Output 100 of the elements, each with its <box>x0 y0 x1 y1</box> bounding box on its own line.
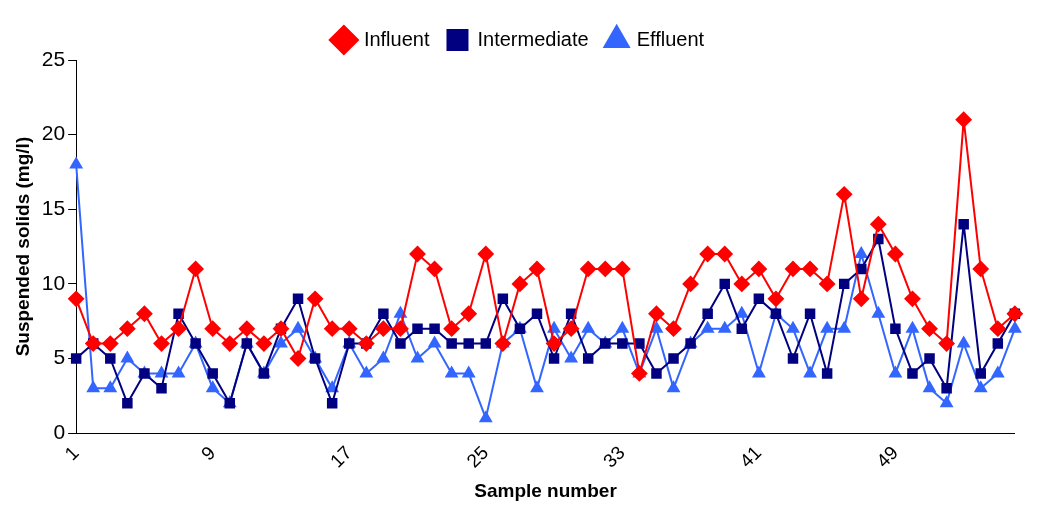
point <box>207 368 218 379</box>
point <box>820 321 834 333</box>
point <box>102 335 119 352</box>
point <box>170 320 187 337</box>
point <box>187 260 204 277</box>
point <box>802 260 819 277</box>
point <box>651 368 662 379</box>
point <box>667 381 680 393</box>
point <box>581 321 595 333</box>
point <box>616 321 629 333</box>
point <box>528 260 545 277</box>
point <box>853 290 870 307</box>
point <box>563 320 580 337</box>
point <box>136 305 153 322</box>
point <box>921 320 938 337</box>
point <box>531 308 543 319</box>
point <box>631 365 648 382</box>
point <box>634 338 645 349</box>
point <box>735 306 748 318</box>
point <box>890 323 901 334</box>
point <box>307 290 324 307</box>
point <box>955 111 972 128</box>
point <box>548 353 560 364</box>
point <box>838 278 850 290</box>
point <box>923 381 936 393</box>
point <box>924 353 935 364</box>
point <box>752 366 766 378</box>
point <box>462 366 475 378</box>
point <box>412 323 423 334</box>
point <box>716 246 733 263</box>
point <box>564 351 578 363</box>
point <box>718 321 731 333</box>
point <box>992 338 1004 349</box>
point <box>153 335 170 352</box>
point <box>614 260 631 277</box>
x-tick-label: 41 <box>735 441 766 472</box>
point <box>121 351 134 363</box>
point <box>580 260 597 277</box>
point <box>786 321 800 333</box>
point <box>819 275 836 292</box>
point <box>904 290 921 307</box>
point <box>887 246 904 263</box>
x-tick-label: 9 <box>196 441 220 465</box>
point <box>377 351 390 363</box>
point <box>341 320 358 337</box>
y-tick-label: 15 <box>41 196 66 220</box>
point <box>719 278 730 290</box>
point <box>395 338 406 349</box>
point <box>974 381 987 393</box>
point <box>429 323 440 334</box>
point <box>375 320 392 337</box>
point <box>767 290 784 307</box>
y-tick-label: 20 <box>41 121 66 145</box>
point <box>494 335 511 352</box>
point <box>238 320 255 337</box>
point <box>87 381 100 393</box>
point <box>463 338 474 349</box>
x-tick-label: 25 <box>462 441 493 472</box>
point <box>511 275 528 292</box>
point <box>870 216 887 233</box>
point <box>975 368 986 379</box>
point <box>172 366 185 378</box>
point <box>409 246 426 263</box>
point <box>497 293 509 305</box>
point <box>119 320 136 337</box>
point <box>617 338 628 349</box>
point <box>699 246 716 263</box>
point <box>460 305 477 322</box>
point <box>69 157 83 169</box>
point <box>938 335 955 352</box>
point <box>255 335 272 352</box>
point <box>648 305 665 322</box>
point <box>582 353 594 364</box>
x-tick-label: 49 <box>872 441 902 472</box>
point <box>597 260 614 277</box>
point <box>940 396 953 408</box>
point <box>324 320 341 337</box>
point <box>360 366 373 378</box>
legend-label: Effluent <box>636 27 705 50</box>
point <box>122 398 133 409</box>
point <box>650 321 663 333</box>
x-axis-title: Sample number <box>474 479 618 501</box>
point <box>957 336 970 348</box>
point <box>104 381 117 393</box>
point <box>972 260 989 277</box>
point <box>105 353 116 364</box>
x-tick-label: 1 <box>60 441 83 465</box>
x-tick-label: 33 <box>599 441 629 472</box>
point <box>702 308 713 319</box>
point <box>804 308 816 319</box>
point <box>477 246 494 263</box>
point <box>480 338 492 349</box>
point <box>736 323 748 334</box>
point <box>479 411 492 423</box>
point <box>326 398 338 409</box>
point <box>701 321 714 333</box>
point <box>274 336 288 348</box>
point <box>991 366 1005 378</box>
point <box>426 260 443 277</box>
point <box>733 275 750 292</box>
